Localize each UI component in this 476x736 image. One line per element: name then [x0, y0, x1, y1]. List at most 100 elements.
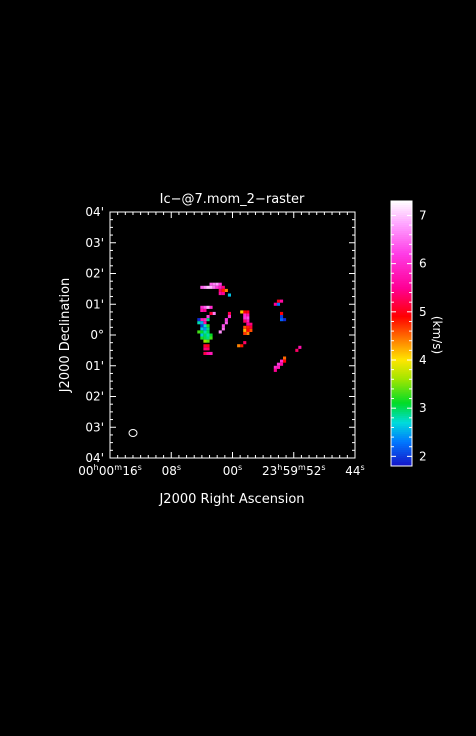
colorbar-swatch	[391, 233, 412, 236]
y-tick-label: 02'	[85, 267, 104, 281]
map-pixel	[209, 285, 213, 289]
colorbar-swatch	[391, 453, 412, 457]
colorbar-swatch	[391, 255, 412, 258]
map-pixel	[218, 282, 222, 286]
colorbar-swatch	[391, 391, 412, 395]
map-pixel	[243, 310, 247, 314]
colorbar-swatch	[391, 313, 412, 316]
colorbar-swatch	[391, 259, 412, 262]
map-pixel	[221, 285, 225, 289]
x-axis-label: J2000 Right Ascension	[158, 492, 304, 507]
colorbar-swatch	[391, 351, 412, 355]
map-pixel	[221, 288, 225, 292]
colorbar-swatch	[391, 361, 412, 365]
colorbar-swatch	[391, 221, 412, 224]
colorbar-swatch	[391, 307, 412, 310]
colorbar-swatch	[391, 371, 412, 375]
map-pixel	[221, 292, 225, 296]
colorbar-ticks: 2 3 4 5 6 7	[391, 209, 427, 463]
x-tick-labels: 00h 00m 16s 08s 00s 23h 59m 52s 44s	[78, 463, 365, 478]
map-pixel	[206, 333, 210, 337]
colorbar-swatch	[391, 315, 412, 318]
colorbar-swatch	[391, 207, 412, 210]
colorbar-swatch	[391, 297, 412, 300]
y-tick-label: 01'	[85, 297, 104, 311]
colorbar-swatch	[391, 367, 412, 371]
colorbar-swatch	[391, 457, 412, 461]
map-pixel	[246, 325, 250, 329]
map-pixel	[200, 318, 204, 322]
map-pixel	[276, 299, 280, 303]
map-pixel	[206, 351, 210, 355]
colorbar-swatch	[391, 413, 412, 417]
colorbar-swatch	[391, 385, 412, 389]
map-pixel	[246, 316, 250, 320]
colorbar-swatch	[391, 291, 412, 294]
map-pixel	[200, 333, 204, 337]
colorbar-swatch	[391, 375, 412, 379]
colorbar-swatch	[391, 267, 412, 270]
colorbar-swatch	[391, 357, 412, 361]
colorbar-swatch	[391, 331, 412, 334]
colorbar-tick-label: 3	[419, 401, 427, 415]
map-pixel	[249, 328, 253, 332]
colorbar-swatch	[391, 201, 412, 204]
colorbar-swatch	[391, 265, 412, 268]
colorbar-swatch	[391, 285, 412, 288]
colorbar-swatch	[391, 381, 412, 385]
colorbar-swatch	[391, 397, 412, 401]
map-pixel	[200, 305, 204, 309]
colorbar-swatch	[391, 287, 412, 290]
colorbar-swatch	[391, 427, 412, 431]
colorbar-swatch	[391, 353, 412, 357]
colorbar-swatch	[391, 399, 412, 403]
map-pixel	[203, 308, 207, 312]
colorbar-swatch	[391, 283, 412, 286]
colorbar-swatch	[391, 219, 412, 222]
colorbar-swatch	[391, 303, 412, 306]
y-tick-label: 04'	[85, 451, 104, 465]
map-pixel	[203, 351, 207, 355]
map-pixel	[249, 325, 253, 329]
colorbar-swatch	[391, 437, 412, 441]
map-pixel	[215, 282, 219, 286]
colorbar-swatch	[391, 423, 412, 427]
map-pixel	[200, 336, 204, 340]
map-pixel	[218, 288, 222, 292]
colorbar-swatch	[391, 377, 412, 381]
map-pixel	[246, 322, 250, 326]
colorbar-swatch	[391, 305, 412, 308]
map-pixel	[283, 356, 287, 360]
colorbar-swatch	[391, 339, 412, 343]
map-pixel	[203, 347, 207, 351]
map-pixel	[206, 339, 210, 343]
colorbar-swatch	[391, 449, 412, 453]
chart-title: Ic−@7.mom_2−raster	[160, 192, 305, 207]
colorbar-swatch	[391, 379, 412, 383]
colorbar-label: (km/s)	[430, 316, 444, 354]
colorbar-swatch	[391, 383, 412, 387]
map-pixel	[203, 333, 207, 337]
colorbar-swatch	[391, 445, 412, 449]
map-pixel	[276, 365, 280, 369]
map-pixel	[209, 305, 213, 309]
colorbar-frame	[390, 200, 413, 467]
map-pixel	[243, 316, 247, 320]
map-pixel	[243, 341, 247, 345]
colorbar-swatch	[391, 235, 412, 238]
colorbar-swatch	[391, 209, 412, 212]
colorbar-swatch	[391, 293, 412, 296]
colorbar-swatch	[391, 425, 412, 429]
colorbar-swatch	[391, 311, 412, 314]
map-pixel	[280, 315, 284, 319]
map-pixel	[276, 362, 280, 366]
map-pixel	[237, 344, 241, 348]
map-pixel	[203, 330, 207, 334]
colorbar-swatch	[391, 435, 412, 439]
map-pixel	[203, 339, 207, 343]
colorbar-swatch	[391, 395, 412, 399]
colorbar-swatch	[391, 431, 412, 435]
map-pixel	[243, 331, 247, 335]
map-pixel	[206, 336, 210, 340]
map-pixel	[227, 293, 231, 297]
